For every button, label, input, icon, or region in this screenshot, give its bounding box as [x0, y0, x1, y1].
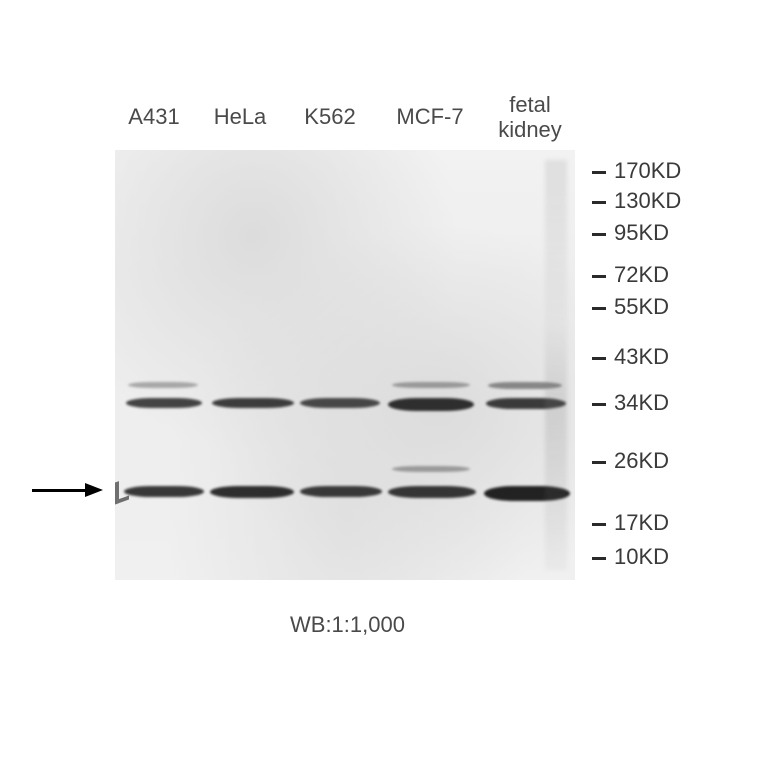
- marker-label: 95KD: [614, 220, 669, 246]
- marker-label: 43KD: [614, 344, 669, 370]
- blot-band: [300, 486, 382, 497]
- blot-band: [126, 398, 202, 408]
- marker-label: 55KD: [614, 294, 669, 320]
- marker-label: 130KD: [614, 188, 681, 214]
- arrow-head: [85, 483, 103, 497]
- blot-band: [388, 398, 474, 411]
- marker-label: 72KD: [614, 262, 669, 288]
- blot-band: [300, 398, 380, 408]
- marker-tick: [592, 357, 606, 360]
- marker-tick: [592, 171, 606, 174]
- blot-band: [128, 382, 198, 388]
- blot-band: [124, 486, 204, 497]
- marker-tick: [592, 461, 606, 464]
- lane-fetalkidney-label: fetal kidney: [470, 92, 590, 143]
- marker-label: 170KD: [614, 158, 681, 184]
- marker-label: 26KD: [614, 448, 669, 474]
- marker-label: 17KD: [614, 510, 669, 536]
- arrow-shaft: [32, 489, 89, 492]
- marker-tick: [592, 233, 606, 236]
- marker-label: 10KD: [614, 544, 669, 570]
- marker-tick: [592, 523, 606, 526]
- blot-membrane: [115, 150, 575, 580]
- marker-tick: [592, 275, 606, 278]
- blot-band: [212, 398, 294, 408]
- marker-tick: [592, 557, 606, 560]
- blot-band: [392, 382, 470, 388]
- blot-band: [392, 466, 470, 472]
- blot-band: [210, 486, 294, 498]
- blot-caption: WB:1:1,000: [290, 612, 405, 638]
- marker-tick: [592, 403, 606, 406]
- marker-tick: [592, 307, 606, 310]
- marker-lane-smear: [545, 160, 567, 570]
- marker-tick: [592, 201, 606, 204]
- marker-label: 34KD: [614, 390, 669, 416]
- blot-edge-artifact: [115, 477, 129, 504]
- blot-band: [388, 486, 476, 498]
